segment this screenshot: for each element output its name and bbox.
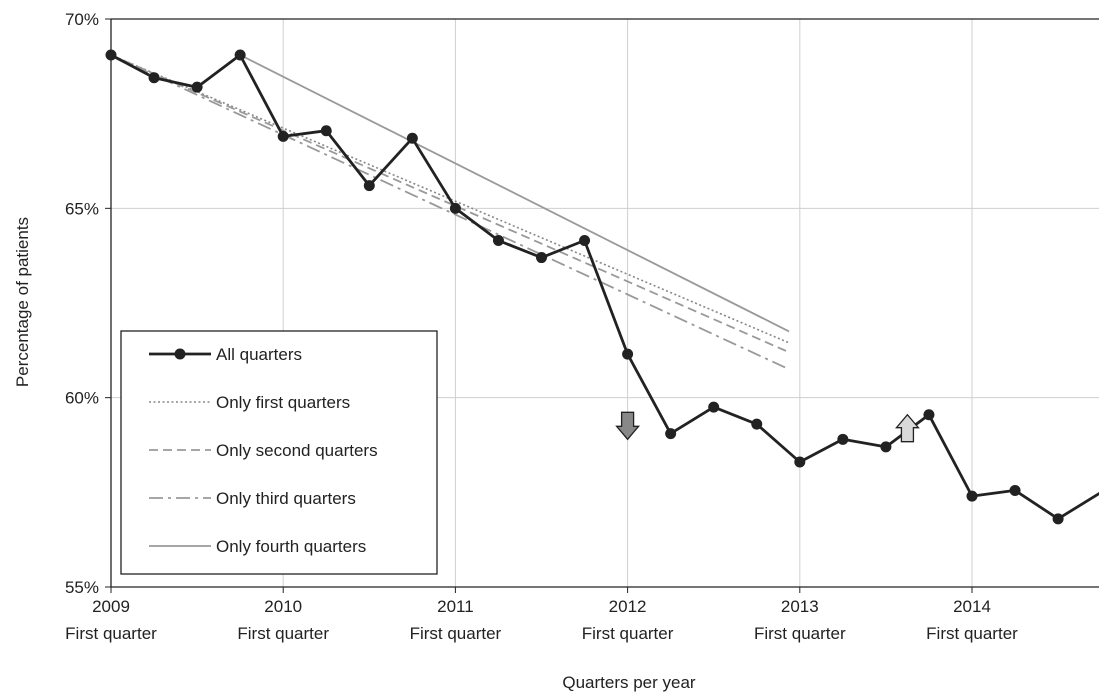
data-point: [751, 418, 763, 430]
x-tick-sublabel: First quarter: [410, 624, 502, 643]
data-point: [191, 81, 203, 93]
data-point: [277, 130, 289, 142]
arrow-down-icon: [615, 411, 641, 441]
data-point: [536, 252, 547, 264]
series-line-only-fourth-quarters: [239, 54, 790, 333]
data-point: [579, 235, 591, 247]
x-tick-year: 2012: [609, 597, 647, 616]
legend-label: Only fourth quarters: [216, 537, 366, 556]
series-line-only-second-quarters: [111, 54, 790, 354]
legend-swatch-marker: [174, 348, 186, 360]
data-point: [665, 428, 677, 440]
arrow-up-icon: [895, 413, 920, 443]
x-tick-year: 2011: [437, 597, 474, 616]
x-tick-year: 2013: [781, 597, 819, 616]
y-axis-title: Percentage of patients: [13, 217, 32, 387]
data-point: [837, 433, 849, 445]
series-line-only-third-quarters: [111, 54, 790, 371]
x-tick-sublabel: First quarter: [582, 624, 674, 643]
data-point: [320, 125, 332, 137]
data-point: [105, 49, 117, 61]
legend: All quarters Only first quarters Only seco…: [120, 330, 438, 575]
data-point: [1009, 484, 1021, 496]
annotation-arrows: [615, 411, 920, 443]
data-point: [923, 409, 935, 421]
data-point: [363, 180, 375, 192]
y-tick-label: 55%: [65, 578, 99, 597]
x-tick-year: 2009: [92, 597, 130, 616]
y-tick-label: 60%: [65, 389, 99, 408]
series-line-only-first-quarters: [111, 54, 790, 344]
data-point: [148, 72, 160, 84]
legend-label: Only second quarters: [216, 441, 378, 460]
data-point: [708, 401, 720, 413]
x-tick-sublabel: First quarter: [754, 624, 846, 643]
data-point: [966, 490, 978, 502]
data-point: [492, 235, 504, 247]
x-tick-sublabel: First quarter: [237, 624, 329, 643]
series-lines: [111, 53, 1099, 521]
legend-label: Only first quarters: [216, 393, 350, 412]
data-point: [880, 441, 892, 453]
legend-box: [120, 330, 438, 575]
legend-label: All quarters: [216, 345, 302, 364]
legend-label: Only third quarters: [216, 489, 356, 508]
x-tick-year: 2014: [953, 597, 991, 616]
x-axis-ticks: 2009 First quarter 2010 First quarter 2011 Fi…: [65, 587, 1018, 643]
series-markers: [105, 49, 1064, 525]
data-point: [794, 456, 806, 468]
series-line-all-quarters: [111, 53, 1099, 521]
data-point: [1052, 513, 1064, 525]
data-point: [449, 202, 461, 214]
x-tick-sublabel: First quarter: [65, 624, 157, 643]
x-axis-title: Quarters per year: [562, 673, 696, 692]
y-tick-label: 70%: [65, 10, 99, 29]
y-axis-ticks: 55% 60% 65% 70%: [65, 10, 111, 597]
data-point: [622, 348, 634, 360]
data-point: [234, 49, 246, 61]
data-point: [406, 132, 418, 144]
y-tick-label: 65%: [65, 199, 99, 218]
x-tick-sublabel: First quarter: [926, 624, 1018, 643]
x-tick-year: 2010: [264, 597, 302, 616]
